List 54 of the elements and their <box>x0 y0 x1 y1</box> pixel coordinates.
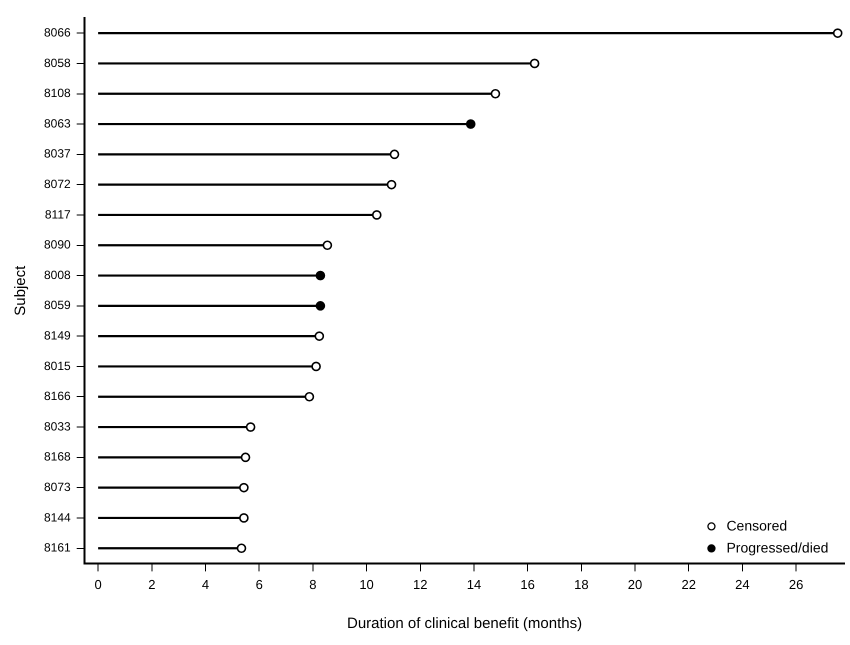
point <box>832 28 842 38</box>
y-tick-label: 8149 <box>44 328 72 342</box>
x-tick-label: 6 <box>256 576 263 592</box>
x-tick-label: 16 <box>520 576 535 592</box>
point <box>304 392 314 402</box>
x-tick-label: 0 <box>94 576 102 592</box>
x-tick-label: 10 <box>359 576 374 592</box>
y-tick-label: 8117 <box>44 207 72 222</box>
x-tick-label: 20 <box>628 576 642 592</box>
x-tick-label: 26 <box>788 576 804 592</box>
x-tick-label: 4 <box>202 576 210 592</box>
legend-label: Progressed/died <box>726 539 828 556</box>
point <box>390 150 400 160</box>
point <box>372 210 382 220</box>
x-tick-label: 2 <box>148 576 156 592</box>
point <box>316 270 326 280</box>
point <box>314 331 324 341</box>
point <box>322 240 332 250</box>
y-tick-label: 8063 <box>44 116 72 130</box>
x-axis-title: Duration of clinical benefit (months) <box>346 615 582 632</box>
y-tick-label: 8033 <box>44 419 72 434</box>
point <box>246 422 256 432</box>
y-tick-label: 8066 <box>44 25 72 40</box>
point <box>239 513 249 523</box>
y-tick-label: 8072 <box>44 176 72 191</box>
y-tick-label: 8161 <box>44 540 72 555</box>
y-tick-label: 8073 <box>44 480 72 494</box>
point <box>386 180 396 190</box>
legend-label: Censored <box>726 517 788 534</box>
point <box>240 452 250 462</box>
y-tick-label: 8090 <box>44 238 72 252</box>
point <box>316 301 326 311</box>
x-tick-label: 14 <box>466 576 482 592</box>
y-tick-label: 8059 <box>44 298 72 312</box>
point <box>530 58 540 68</box>
point <box>239 482 249 492</box>
y-tick-label: 8168 <box>44 450 72 464</box>
y-tick-label: 8144 <box>44 510 72 524</box>
point <box>490 88 500 99</box>
point <box>466 119 476 129</box>
x-tick-label: 12 <box>413 576 428 592</box>
y-tick-label: 8108 <box>44 86 72 100</box>
x-tick-label: 24 <box>735 576 750 592</box>
y-tick-label: 8015 <box>44 358 72 373</box>
point <box>311 362 321 372</box>
y-axis-title: Subject <box>12 264 30 316</box>
x-tick-label: 22 <box>681 576 696 592</box>
y-tick-label: 8008 <box>44 268 72 282</box>
y-tick-label: 8166 <box>44 389 72 404</box>
y-tick-label: 8037 <box>44 146 72 161</box>
y-tick-label: 8058 <box>44 56 72 70</box>
x-tick-label: 18 <box>574 576 589 592</box>
x-tick-label: 8 <box>309 576 316 592</box>
point <box>236 543 246 554</box>
